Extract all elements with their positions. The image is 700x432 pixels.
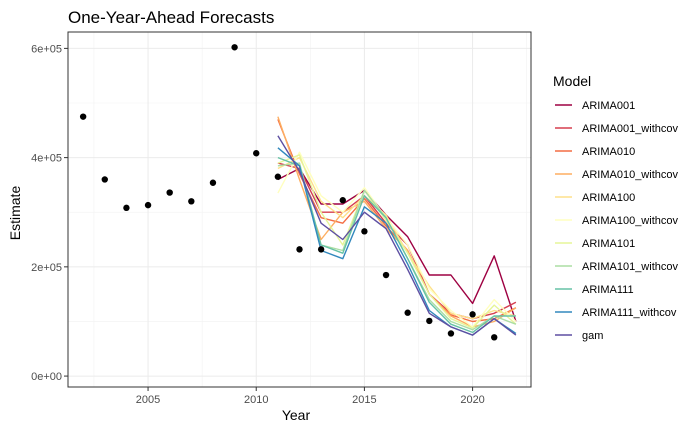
legend-label: ARIMA111 (582, 284, 634, 296)
series-line-gam (277, 135, 517, 336)
legend-title: Model (553, 73, 591, 89)
legend-label: gam (582, 330, 603, 342)
legend-label: ARIMA001 (582, 100, 635, 112)
series-line-arima100_withcov (277, 151, 517, 328)
y-axis-title: Estimate (7, 186, 23, 241)
observed-point (231, 44, 238, 51)
x-axis-title: Year (282, 407, 311, 423)
chart-title: One-Year-Ahead Forecasts (68, 8, 274, 27)
observed-point (274, 173, 282, 180)
series-lines (277, 116, 517, 336)
legend-label: ARIMA100 (582, 192, 635, 204)
grid-lines (68, 32, 531, 387)
plot-background (68, 32, 531, 387)
legend-item: ARIMA100 (555, 192, 635, 204)
legend-label: ARIMA101_withcov (582, 261, 678, 273)
observed-point (339, 197, 346, 204)
y-tick-label: 4e+05 (31, 153, 62, 165)
legend-label: ARIMA010 (582, 146, 635, 158)
plot-border (67, 31, 532, 388)
legend-item: ARIMA101 (555, 238, 635, 250)
series-line-arima001 (277, 167, 517, 322)
x-tick-label: 2005 (136, 394, 160, 406)
legend-item: ARIMA100_withcov (555, 215, 678, 227)
observed-points (79, 44, 498, 341)
observed-point (253, 150, 260, 157)
legend-items: ARIMA001 ARIMA001_withcov ARIMA010 ARIMA010… (555, 100, 678, 342)
observed-point (404, 309, 411, 316)
y-tick-label: 2e+05 (31, 262, 62, 274)
series-line-arima100 (277, 156, 517, 320)
observed-point (166, 189, 173, 196)
observed-point (469, 311, 476, 318)
y-axis: 0e+00 2e+05 4e+05 6e+05 (31, 43, 68, 383)
legend-label: ARIMA010_withcov (582, 169, 678, 181)
observed-point (491, 334, 498, 341)
x-tick-label: 2010 (244, 394, 268, 406)
legend-item: ARIMA111_withcov (555, 307, 677, 319)
y-tick-label: 0e+00 (31, 371, 62, 383)
observed-point (79, 113, 87, 120)
x-axis: 2005 2010 2015 2020 (136, 387, 485, 406)
legend-label: ARIMA100_withcov (582, 215, 678, 227)
observed-point (144, 201, 152, 209)
observed-point (426, 317, 433, 325)
legend-label: ARIMA001_withcov (582, 123, 678, 135)
observed-point (188, 198, 195, 205)
legend-item: gam (555, 330, 603, 342)
observed-point (101, 176, 108, 183)
legend-item: ARIMA010_withcov (555, 169, 678, 181)
observed-point (209, 179, 217, 186)
x-tick-label: 2020 (460, 394, 484, 406)
observed-point (296, 246, 303, 253)
legend-label: ARIMA101 (582, 238, 635, 250)
x-tick-label: 2015 (352, 394, 376, 406)
legend-item: ARIMA111 (555, 284, 634, 296)
y-tick-label: 6e+05 (31, 43, 62, 55)
observed-point (123, 204, 130, 212)
observed-point (447, 330, 455, 337)
legend-item: ARIMA010 (555, 146, 635, 158)
plot-panel (67, 31, 532, 388)
series-line-arima111 (277, 156, 516, 334)
legend: Model ARIMA001ARIMA001_withcovARIMA010AR… (553, 73, 678, 342)
observed-point (317, 246, 325, 253)
legend-item: ARIMA101_withcov (555, 261, 678, 273)
legend-item: ARIMA001 (555, 100, 635, 112)
legend-item: ARIMA001_withcov (555, 123, 678, 135)
observed-point (361, 228, 368, 235)
observed-point (382, 271, 390, 279)
legend-label: ARIMA111_withcov (582, 307, 677, 319)
